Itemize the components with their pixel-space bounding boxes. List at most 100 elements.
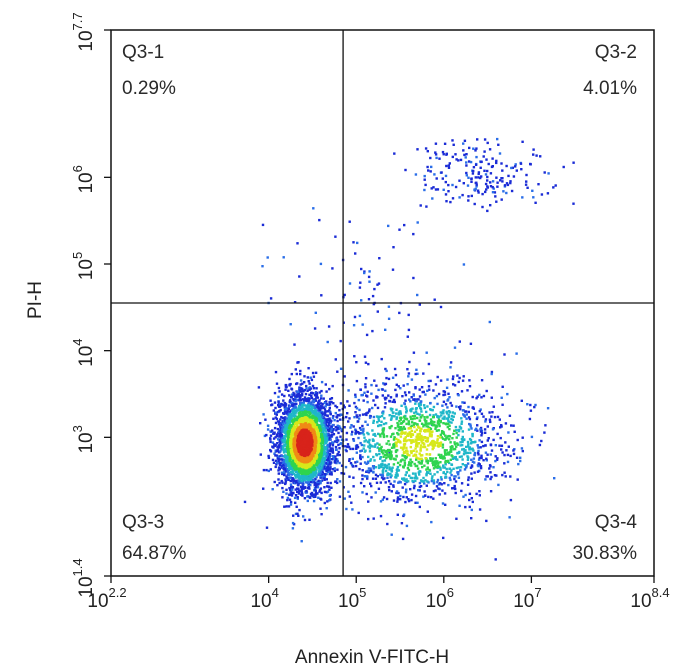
- event-dot: [478, 508, 482, 511]
- event-dot: [495, 161, 498, 165]
- event-dot: [306, 475, 309, 478]
- event-dot: [463, 415, 467, 418]
- event-dot: [350, 424, 353, 427]
- event-dot: [408, 461, 411, 464]
- event-dot: [356, 416, 359, 419]
- event-dot: [331, 468, 334, 471]
- event-dot: [280, 471, 284, 474]
- event-dot: [366, 475, 369, 478]
- event-dot: [269, 399, 272, 402]
- event-dot: [521, 436, 524, 439]
- event-dot: [420, 422, 424, 425]
- event-dot: [405, 496, 408, 499]
- event-dot: [468, 379, 471, 382]
- event-dot: [479, 428, 482, 431]
- event-dot: [448, 476, 451, 480]
- event-dot: [334, 411, 337, 415]
- event-dot: [265, 526, 269, 529]
- event-dot: [473, 202, 476, 206]
- event-dot: [298, 422, 301, 425]
- event-dot: [374, 473, 378, 477]
- event-dot: [447, 392, 450, 395]
- event-dot: [520, 447, 524, 450]
- event-dot: [517, 462, 520, 466]
- event-dot: [499, 436, 502, 440]
- event-dot: [358, 286, 362, 289]
- event-dot: [288, 394, 291, 397]
- event-dot: [303, 474, 306, 478]
- event-dot: [401, 537, 405, 541]
- event-dot: [405, 488, 408, 491]
- event-dot: [457, 380, 460, 384]
- event-dot: [330, 450, 333, 453]
- event-dot: [331, 444, 335, 447]
- event-dot: [323, 450, 326, 454]
- event-dot: [445, 467, 448, 471]
- event-dot: [323, 408, 327, 411]
- event-dot: [403, 444, 406, 447]
- event-dot: [434, 188, 438, 191]
- event-dot: [488, 467, 491, 470]
- event-dot: [377, 388, 380, 392]
- event-dot: [368, 438, 371, 442]
- event-dot: [424, 439, 428, 443]
- event-dot: [337, 450, 340, 454]
- event-dot: [382, 431, 385, 434]
- event-dot: [467, 195, 470, 198]
- event-dot: [490, 370, 494, 374]
- event-dot: [358, 408, 361, 412]
- event-dot: [378, 443, 381, 446]
- event-dot: [386, 476, 389, 479]
- event-dot: [432, 481, 436, 484]
- event-dot: [507, 431, 510, 434]
- event-dot: [413, 417, 416, 420]
- event-dot: [397, 385, 400, 388]
- event-dot: [379, 500, 383, 503]
- event-dot: [291, 477, 294, 480]
- event-dot: [364, 449, 367, 452]
- event-dot: [503, 353, 506, 356]
- event-dot: [442, 409, 445, 412]
- event-dot: [390, 450, 393, 453]
- event-dot: [292, 472, 296, 475]
- event-dot: [424, 183, 427, 187]
- event-dot: [447, 422, 450, 426]
- event-dot: [373, 445, 376, 448]
- event-dot: [512, 449, 515, 452]
- event-dot: [540, 193, 544, 196]
- event-dot: [482, 415, 485, 418]
- event-dot: [319, 479, 322, 483]
- event-dot: [380, 414, 384, 418]
- event-dot: [299, 408, 302, 411]
- event-dot: [444, 475, 448, 479]
- event-dot: [450, 417, 453, 421]
- event-dot: [345, 438, 348, 441]
- event-dot: [283, 505, 286, 508]
- event-dot: [415, 464, 419, 468]
- event-dot: [342, 404, 345, 407]
- event-dot: [344, 465, 348, 469]
- event-dots: [243, 137, 575, 561]
- event-dot: [434, 466, 437, 469]
- event-dot: [445, 200, 448, 203]
- event-dot: [538, 443, 542, 447]
- event-dot: [311, 400, 314, 403]
- event-dot: [415, 368, 418, 371]
- event-dot: [274, 370, 278, 374]
- event-dot: [279, 461, 282, 464]
- event-dot: [420, 400, 423, 403]
- event-dot: [295, 463, 299, 467]
- event-dot: [358, 467, 361, 471]
- event-dot: [460, 489, 463, 493]
- event-dot: [306, 486, 310, 490]
- event-dot: [262, 487, 265, 490]
- event-dot: [381, 394, 384, 397]
- event-dot: [272, 437, 276, 440]
- event-dot: [278, 433, 282, 436]
- event-dot: [307, 483, 310, 486]
- event-dot: [328, 499, 331, 502]
- event-dot: [290, 491, 293, 494]
- event-dot: [298, 399, 301, 402]
- event-dot: [441, 417, 444, 420]
- event-dot: [376, 442, 379, 445]
